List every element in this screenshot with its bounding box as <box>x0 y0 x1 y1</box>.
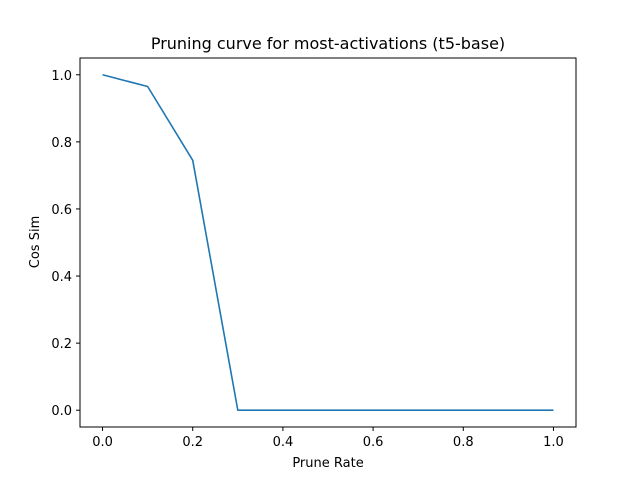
series-layer <box>102 73 554 412</box>
plot-frame <box>79 57 577 428</box>
chart-title: Pruning curve for most-activations (t5-b… <box>151 34 505 53</box>
x-tick-label: 1.0 <box>543 435 564 450</box>
x-tick-label: 0.8 <box>453 435 474 450</box>
series-line <box>102 73 554 412</box>
x-tick-label: 0.4 <box>273 435 294 450</box>
x-tick-label: 0.0 <box>92 435 113 450</box>
y-axis: 0.0 0.2 0.4 0.6 0.8 1.0 <box>51 69 80 419</box>
x-axis: 0.0 0.2 0.4 0.6 0.8 1.0 <box>92 427 564 450</box>
x-tick-label: 0.2 <box>182 435 203 450</box>
x-tick-label: 0.6 <box>363 435 384 450</box>
y-tick-label: 0.6 <box>51 203 72 218</box>
y-axis-label: Cos Sim <box>28 216 43 268</box>
y-tick-label: 0.4 <box>51 270 72 285</box>
y-tick-label: 0.0 <box>51 404 72 419</box>
y-tick-label: 0.2 <box>51 337 72 352</box>
y-tick-label: 0.8 <box>51 136 72 151</box>
x-axis-label: Prune Rate <box>292 456 363 471</box>
y-tick-label: 1.0 <box>51 69 72 84</box>
